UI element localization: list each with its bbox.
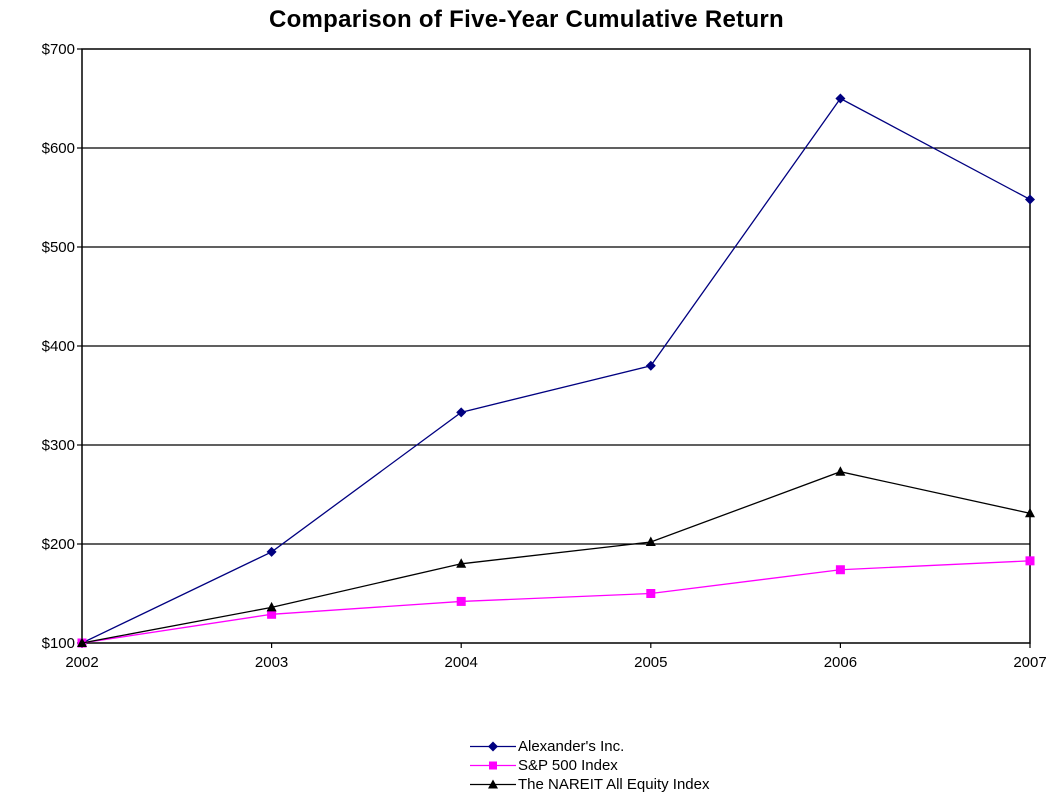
y-tick-label: $200 xyxy=(42,536,75,553)
series-lines xyxy=(77,93,1035,648)
data-point xyxy=(77,637,87,647)
data-point xyxy=(835,93,846,104)
triangle-marker-icon xyxy=(470,779,516,789)
y-tick-label: $100 xyxy=(42,635,75,652)
data-point xyxy=(266,601,277,612)
series-line xyxy=(81,97,1031,644)
legend-item-sp500: S&P 500 Index xyxy=(470,756,709,775)
data-point xyxy=(646,589,656,598)
gridlines xyxy=(82,147,1030,545)
data-point xyxy=(267,609,277,619)
data-point xyxy=(456,407,467,418)
legend-label-sp500: S&P 500 Index xyxy=(518,757,618,774)
series-0 xyxy=(77,93,1035,648)
diamond-marker-icon xyxy=(470,741,516,752)
square-marker-icon xyxy=(470,761,516,770)
y-axis-ticks: $100 $200 $300 $400 $500 $600 $700 xyxy=(42,41,82,652)
legend: Alexander's Inc. S&P 500 Index The NAREI… xyxy=(470,737,709,794)
x-tick-label: 2006 xyxy=(824,654,857,671)
y-tick-label: $300 xyxy=(42,437,75,454)
x-tick-label: 2007 xyxy=(1013,654,1046,671)
legend-item-nareit: The NAREIT All Equity Index xyxy=(470,775,709,794)
y-tick-label: $600 xyxy=(42,140,75,157)
data-point xyxy=(835,466,846,476)
y-tick-label: $700 xyxy=(42,41,75,58)
data-point xyxy=(835,565,845,575)
series-line xyxy=(81,471,1031,644)
y-tick-label: $400 xyxy=(42,338,75,355)
data-point xyxy=(1025,194,1035,205)
x-axis-ticks: 2002 2003 2004 2005 2006 2007 xyxy=(65,643,1047,671)
legend-item-alexanders: Alexander's Inc. xyxy=(470,737,709,756)
chart-title: Comparison of Five-Year Cumulative Retur… xyxy=(268,6,785,33)
data-point xyxy=(645,360,656,371)
data-point xyxy=(1025,556,1035,566)
legend-label-alexanders: Alexander's Inc. xyxy=(518,738,625,755)
x-tick-label: 2003 xyxy=(255,654,288,671)
x-tick-label: 2002 xyxy=(65,654,98,671)
y-tick-label: $500 xyxy=(42,239,75,256)
series-1 xyxy=(77,556,1035,648)
data-point xyxy=(456,558,467,568)
x-tick-label: 2005 xyxy=(634,654,667,671)
data-point xyxy=(456,596,466,606)
data-point xyxy=(645,536,656,547)
legend-label-nareit: The NAREIT All Equity Index xyxy=(518,776,710,793)
series-2 xyxy=(77,466,1035,647)
series-line xyxy=(81,560,1031,644)
data-point xyxy=(1025,507,1035,518)
x-tick-label: 2004 xyxy=(445,654,478,671)
data-point xyxy=(266,546,277,557)
